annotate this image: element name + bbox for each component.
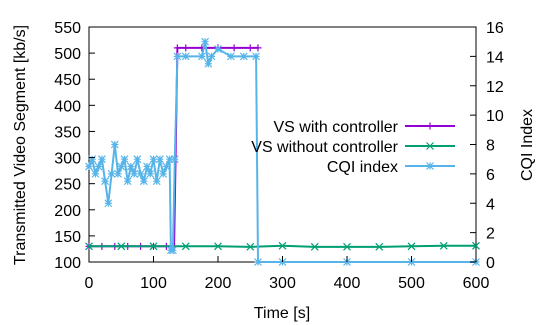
data-point bbox=[91, 169, 100, 178]
y-tick-label: 100 bbox=[54, 255, 81, 272]
data-point bbox=[173, 44, 181, 52]
data-point bbox=[117, 162, 126, 171]
bottom-axis: 0 100 200 300 400 500 600 bbox=[85, 256, 490, 292]
data-point bbox=[226, 52, 235, 61]
data-point bbox=[133, 155, 142, 164]
data-point bbox=[170, 155, 179, 164]
y-tick-label: 250 bbox=[54, 177, 81, 194]
data-point bbox=[310, 242, 319, 251]
x-tick-label: 200 bbox=[205, 275, 232, 292]
data-point bbox=[204, 59, 213, 68]
data-point bbox=[278, 241, 287, 250]
data-point bbox=[246, 242, 255, 251]
data-point bbox=[173, 52, 182, 61]
data-point bbox=[159, 169, 168, 178]
data-point bbox=[246, 44, 254, 52]
x-tick-label: 100 bbox=[140, 275, 167, 292]
x-axis-label: Time [s] bbox=[254, 305, 310, 322]
data-point bbox=[162, 162, 171, 171]
data-point bbox=[214, 45, 222, 53]
y2-tick-label: 12 bbox=[486, 79, 504, 96]
x-tick-label: 300 bbox=[269, 275, 296, 292]
data-point bbox=[181, 52, 190, 61]
data-point bbox=[130, 169, 139, 178]
y-tick-label: 200 bbox=[54, 203, 81, 220]
data-point bbox=[85, 242, 93, 251]
data-point bbox=[94, 162, 103, 171]
data-point bbox=[114, 169, 122, 178]
y-tick-label: 400 bbox=[54, 98, 81, 115]
data-point bbox=[110, 140, 119, 149]
data-point bbox=[101, 177, 110, 186]
y2-tick-label: 0 bbox=[486, 255, 495, 272]
data-point bbox=[149, 155, 158, 164]
x-tick-label: 500 bbox=[398, 275, 425, 292]
data-point bbox=[97, 155, 106, 164]
data-point bbox=[343, 242, 351, 251]
right-axis: 0 2 4 6 8 10 12 14 16 bbox=[470, 20, 504, 272]
data-point bbox=[127, 162, 135, 171]
data-point bbox=[375, 242, 384, 251]
y2-tick-label: 8 bbox=[486, 138, 495, 155]
data-point bbox=[214, 242, 222, 251]
y-tick-label: 150 bbox=[54, 229, 81, 246]
y-tick-label: 350 bbox=[54, 124, 81, 141]
data-point bbox=[254, 44, 262, 52]
y2-tick-label: 4 bbox=[486, 196, 495, 213]
data-point bbox=[168, 246, 177, 255]
y2-axis-label: CQI Index bbox=[519, 109, 536, 181]
y2-tick-label: 6 bbox=[486, 167, 495, 184]
legend: VS with controller VS without controller C… bbox=[251, 119, 455, 176]
y-tick-label: 300 bbox=[54, 151, 81, 168]
legend-label: VS with controller bbox=[274, 119, 399, 136]
data-point bbox=[120, 155, 129, 164]
y-tick-label: 550 bbox=[54, 20, 81, 37]
y-axis-label: Transmitted Video Segment [kb/s] bbox=[12, 25, 29, 265]
data-point bbox=[149, 242, 158, 251]
data-point bbox=[182, 44, 190, 52]
series-vs-without-controller bbox=[85, 241, 480, 251]
x-tick-label: 400 bbox=[334, 275, 361, 292]
x-tick-label: 600 bbox=[463, 275, 490, 292]
data-point bbox=[230, 44, 238, 52]
data-point bbox=[254, 258, 262, 266]
data-point bbox=[426, 122, 434, 130]
data-point bbox=[152, 177, 161, 186]
legend-label: CQI index bbox=[327, 159, 398, 176]
data-point bbox=[104, 199, 113, 208]
x-tick-label: 0 bbox=[85, 275, 94, 292]
data-point bbox=[136, 169, 145, 178]
data-point bbox=[201, 37, 210, 46]
data-point bbox=[197, 52, 206, 61]
data-point bbox=[85, 162, 93, 171]
data-point bbox=[252, 52, 260, 61]
data-point bbox=[426, 142, 434, 150]
data-point bbox=[239, 52, 248, 61]
data-point bbox=[156, 155, 164, 164]
legend-label: VS without controller bbox=[251, 139, 398, 156]
data-point bbox=[426, 162, 434, 170]
data-point bbox=[181, 242, 190, 251]
series-line bbox=[88, 41, 476, 263]
left-axis: 100 150 200 250 300 350 400 450 500 550 bbox=[54, 20, 95, 272]
data-point bbox=[88, 155, 97, 164]
y-tick-label: 450 bbox=[54, 72, 81, 89]
data-point bbox=[107, 169, 116, 178]
data-point bbox=[146, 169, 155, 178]
data-point bbox=[165, 155, 174, 164]
data-point bbox=[407, 242, 416, 251]
data-point bbox=[123, 177, 132, 186]
y-tick-label: 500 bbox=[54, 46, 81, 63]
y2-tick-label: 2 bbox=[486, 226, 495, 243]
y2-tick-label: 14 bbox=[486, 49, 504, 66]
data-point bbox=[117, 242, 126, 251]
data-point bbox=[207, 52, 216, 61]
data-point bbox=[439, 241, 448, 250]
data-point bbox=[472, 241, 480, 250]
data-point bbox=[139, 177, 148, 186]
y2-tick-label: 16 bbox=[486, 20, 504, 37]
data-point bbox=[143, 162, 151, 171]
y2-tick-label: 10 bbox=[486, 108, 504, 125]
